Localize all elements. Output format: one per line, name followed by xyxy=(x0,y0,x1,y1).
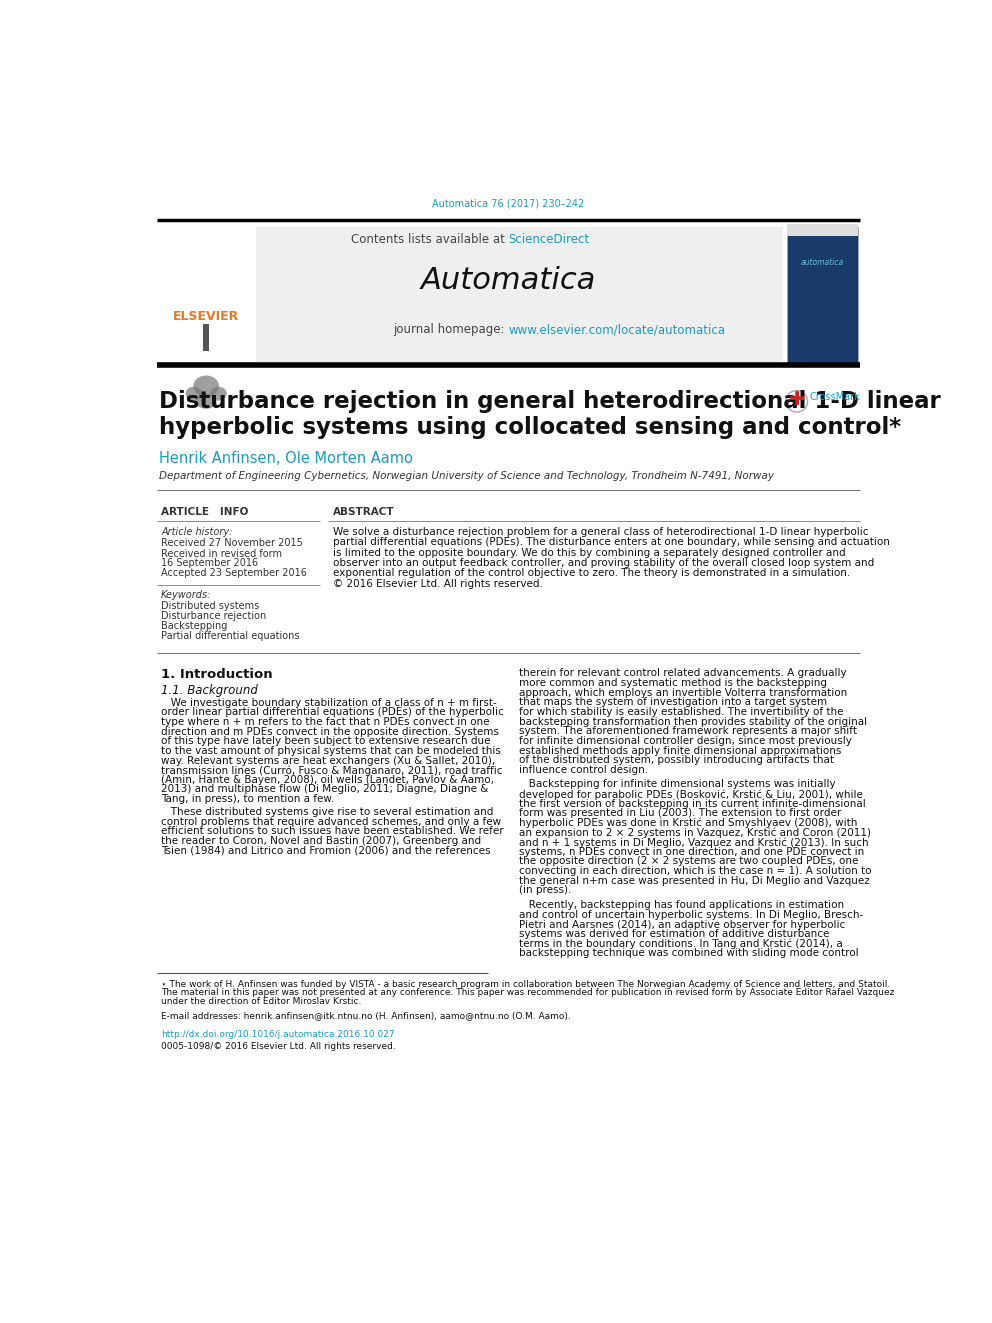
Text: efficient solutions to such issues have been established. We refer: efficient solutions to such issues have … xyxy=(161,827,504,836)
Text: more common and systematic method is the backstepping: more common and systematic method is the… xyxy=(519,679,827,688)
Text: Received in revised form: Received in revised form xyxy=(161,549,282,560)
Text: © 2016 Elsevier Ltd. All rights reserved.: © 2016 Elsevier Ltd. All rights reserved… xyxy=(333,578,544,589)
Text: (in press).: (in press). xyxy=(519,885,571,896)
Text: partial differential equations (PDEs). The disturbance enters at one boundary, w: partial differential equations (PDEs). T… xyxy=(333,537,890,548)
Text: We solve a disturbance rejection problem for a general class of heterodirectiona: We solve a disturbance rejection problem… xyxy=(333,527,869,537)
Text: 0005-1098/© 2016 Elsevier Ltd. All rights reserved.: 0005-1098/© 2016 Elsevier Ltd. All right… xyxy=(161,1043,396,1050)
Text: the first version of backstepping in its current infinite-dimensional: the first version of backstepping in its… xyxy=(519,799,866,808)
Text: 1. Introduction: 1. Introduction xyxy=(161,668,273,681)
Text: ABSTRACT: ABSTRACT xyxy=(333,507,395,517)
Text: observer into an output feedback controller, and proving stability of the overal: observer into an output feedback control… xyxy=(333,558,875,568)
Text: automatica: automatica xyxy=(801,258,844,267)
Text: ARTICLE   INFO: ARTICLE INFO xyxy=(161,507,249,517)
Text: Recently, backstepping has found applications in estimation: Recently, backstepping has found applica… xyxy=(519,900,844,910)
Text: These distributed systems give rise to several estimation and: These distributed systems give rise to s… xyxy=(161,807,494,818)
Text: backstepping transformation then provides stability of the original: backstepping transformation then provide… xyxy=(519,717,867,726)
Bar xyxy=(203,324,209,352)
Text: the reader to Coron, Novel and Bastin (2007), Greenberg and: the reader to Coron, Novel and Bastin (2… xyxy=(161,836,481,845)
Text: ✚: ✚ xyxy=(789,390,805,409)
Text: ScienceDirect: ScienceDirect xyxy=(509,233,589,246)
Text: that maps the system of investigation into a target system: that maps the system of investigation in… xyxy=(519,697,827,708)
Text: Partial differential equations: Partial differential equations xyxy=(161,631,300,640)
Text: under the direction of Editor Miroslav Krstic.: under the direction of Editor Miroslav K… xyxy=(161,998,361,1007)
Text: ⋆ The work of H. Anfinsen was funded by VISTA - a basic research program in coll: ⋆ The work of H. Anfinsen was funded by … xyxy=(161,979,891,988)
Text: (Amin, Hante & Bayen, 2008), oil wells (Landet, Pavlov & Aamo,: (Amin, Hante & Bayen, 2008), oil wells (… xyxy=(161,775,494,785)
Text: 16 September 2016: 16 September 2016 xyxy=(161,558,258,569)
Text: Disturbance rejection in general heterodirectional 1-D linear: Disturbance rejection in general heterod… xyxy=(159,390,940,413)
Text: Article history:: Article history: xyxy=(161,527,232,537)
Text: and n + 1 systems in Di Meglio, Vazquez and Krstić (2013). In such: and n + 1 systems in Di Meglio, Vazquez … xyxy=(519,837,869,848)
Bar xyxy=(787,224,858,235)
Text: systems was derived for estimation of additive disturbance: systems was derived for estimation of ad… xyxy=(519,929,829,939)
Text: for infinite dimensional controller design, since most previously: for infinite dimensional controller desi… xyxy=(519,736,852,746)
Bar xyxy=(256,226,783,365)
Text: Department of Engineering Cybernetics, Norwegian University of Science and Techn: Department of Engineering Cybernetics, N… xyxy=(159,471,774,482)
Text: of the distributed system, possibly introducing artifacts that: of the distributed system, possibly intr… xyxy=(519,755,834,765)
Text: way. Relevant systems are heat exchangers (Xu & Sallet, 2010),: way. Relevant systems are heat exchanger… xyxy=(161,755,495,766)
Text: E-mail addresses: henrik.anfinsen@itk.ntnu.no (H. Anfinsen), aamo@ntnu.no (O.M. : E-mail addresses: henrik.anfinsen@itk.nt… xyxy=(161,1011,571,1020)
Text: Distributed systems: Distributed systems xyxy=(161,601,260,611)
Text: system. The aforementioned framework represents a major shift: system. The aforementioned framework rep… xyxy=(519,726,857,737)
Text: influence control design.: influence control design. xyxy=(519,765,649,775)
Text: control problems that require advanced schemes, and only a few: control problems that require advanced s… xyxy=(161,816,501,827)
Ellipse shape xyxy=(195,394,216,409)
Text: form was presented in Liu (2003). The extension to first order: form was presented in Liu (2003). The ex… xyxy=(519,808,841,818)
Text: hyperbolic systems using collocated sensing and control*: hyperbolic systems using collocated sens… xyxy=(159,415,901,439)
Text: Accepted 23 September 2016: Accepted 23 September 2016 xyxy=(161,569,308,578)
Text: type where n + m refers to the fact that n PDEs convect in one: type where n + m refers to the fact that… xyxy=(161,717,490,728)
Text: We investigate boundary stabilization of a class of n + m first-: We investigate boundary stabilization of… xyxy=(161,697,497,708)
Text: convecting in each direction, which is the case n = 1). A solution to: convecting in each direction, which is t… xyxy=(519,867,872,876)
Text: backstepping technique was combined with sliding mode control: backstepping technique was combined with… xyxy=(519,949,859,958)
Text: Contents lists available at: Contents lists available at xyxy=(351,233,509,246)
Text: Keywords:: Keywords: xyxy=(161,590,211,599)
Text: direction and m PDEs convect in the opposite direction. Systems: direction and m PDEs convect in the oppo… xyxy=(161,726,499,737)
Text: terms in the boundary conditions. In Tang and Krstić (2014), a: terms in the boundary conditions. In Tan… xyxy=(519,939,843,950)
Text: CrossMark: CrossMark xyxy=(809,393,861,402)
Text: therein for relevant control related advancements. A gradually: therein for relevant control related adv… xyxy=(519,668,847,679)
Text: www.elsevier.com/locate/automatica: www.elsevier.com/locate/automatica xyxy=(509,323,725,336)
Text: Automatica 76 (2017) 230–242: Automatica 76 (2017) 230–242 xyxy=(433,198,584,209)
Text: Received 27 November 2015: Received 27 November 2015 xyxy=(161,538,304,548)
Text: Backstepping: Backstepping xyxy=(161,620,227,631)
Text: exponential regulation of the control objective to zero. The theory is demonstra: exponential regulation of the control ob… xyxy=(333,569,850,578)
Text: ELSEVIER: ELSEVIER xyxy=(173,310,239,323)
Text: The material in this paper was not presented at any conference. This paper was r: The material in this paper was not prese… xyxy=(161,988,895,998)
Text: Tang, in press), to mention a few.: Tang, in press), to mention a few. xyxy=(161,794,334,804)
Text: Henrik Anfinsen, Ole Morten Aamo: Henrik Anfinsen, Ole Morten Aamo xyxy=(159,451,413,467)
Text: order linear partial differential equations (PDEs) of the hyperbolic: order linear partial differential equati… xyxy=(161,708,504,717)
Text: and control of uncertain hyperbolic systems. In Di Meglio, Bresch-: and control of uncertain hyperbolic syst… xyxy=(519,910,863,919)
Text: an expansion to 2 × 2 systems in Vazquez, Krstić and Coron (2011): an expansion to 2 × 2 systems in Vazquez… xyxy=(519,827,871,837)
Bar xyxy=(157,226,256,365)
Text: developed for parabolic PDEs (Bosković, Krstić & Liu, 2001), while: developed for parabolic PDEs (Bosković, … xyxy=(519,789,863,799)
Text: the opposite direction (2 × 2 systems are two coupled PDEs, one: the opposite direction (2 × 2 systems ar… xyxy=(519,856,859,867)
Text: of this type have lately been subject to extensive research due: of this type have lately been subject to… xyxy=(161,737,491,746)
Text: Disturbance rejection: Disturbance rejection xyxy=(161,611,267,620)
Ellipse shape xyxy=(193,376,219,397)
Text: journal homepage:: journal homepage: xyxy=(393,323,509,336)
Text: is limited to the opposite boundary. We do this by combining a separately design: is limited to the opposite boundary. We … xyxy=(333,548,846,557)
Text: systems, n PDEs convect in one direction, and one PDE convect in: systems, n PDEs convect in one direction… xyxy=(519,847,864,857)
Text: for which stability is easily established. The invertibility of the: for which stability is easily establishe… xyxy=(519,706,844,717)
Text: to the vast amount of physical systems that can be modeled this: to the vast amount of physical systems t… xyxy=(161,746,501,755)
Bar xyxy=(787,226,858,365)
Text: Backstepping for infinite dimensional systems was initially: Backstepping for infinite dimensional sy… xyxy=(519,779,836,790)
Ellipse shape xyxy=(210,386,227,401)
Text: established methods apply finite dimensional approximations: established methods apply finite dimensi… xyxy=(519,745,841,755)
Text: 1.1. Background: 1.1. Background xyxy=(161,684,258,697)
Text: Pietri and Aarsnes (2014), an adaptive observer for hyperbolic: Pietri and Aarsnes (2014), an adaptive o… xyxy=(519,919,845,930)
Text: Tsien (1984) and Litrico and Fromion (2006) and the references: Tsien (1984) and Litrico and Fromion (20… xyxy=(161,845,491,856)
Text: the general n+m case was presented in Hu, Di Meglio and Vazquez: the general n+m case was presented in Hu… xyxy=(519,876,870,885)
Text: transmission lines (Curró, Fusco & Manganaro, 2011), road traffic: transmission lines (Curró, Fusco & Manga… xyxy=(161,765,503,775)
Text: http://dx.doi.org/10.1016/j.automatica.2016.10.027: http://dx.doi.org/10.1016/j.automatica.2… xyxy=(161,1031,395,1040)
Text: 2013) and multiphase flow (Di Meglio, 2011; Diagne, Diagne &: 2013) and multiphase flow (Di Meglio, 20… xyxy=(161,785,489,794)
Text: hyperbolic PDEs was done in Krstić and Smyshlyaev (2008), with: hyperbolic PDEs was done in Krstić and S… xyxy=(519,818,858,828)
Text: Automatica: Automatica xyxy=(421,266,596,295)
Text: approach, which employs an invertible Volterra transformation: approach, which employs an invertible Vo… xyxy=(519,688,847,697)
Ellipse shape xyxy=(186,386,202,401)
